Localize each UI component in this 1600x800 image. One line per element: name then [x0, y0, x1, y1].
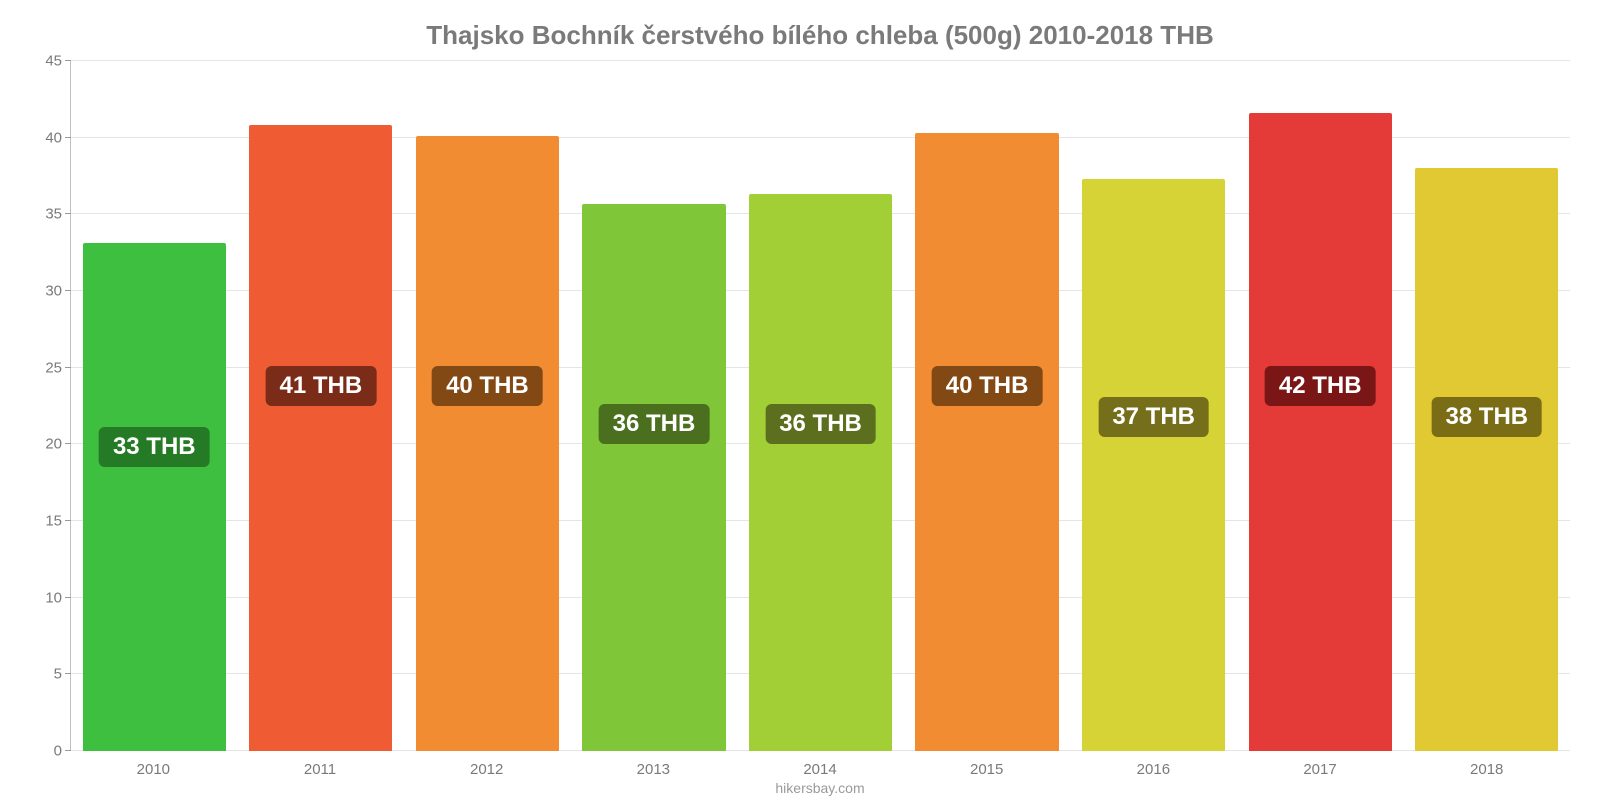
chart-title: Thajsko Bochník čerstvého bílého chleba … [70, 20, 1570, 51]
value-badge: 37 THB [1098, 397, 1209, 437]
y-axis-label: 10 [26, 589, 62, 606]
x-axis-label: 2014 [737, 761, 904, 778]
value-badge: 36 THB [765, 404, 876, 444]
x-axis-label: 2018 [1403, 761, 1570, 778]
y-axis-label: 45 [26, 53, 62, 70]
bar-slot: 40 THB [904, 61, 1071, 751]
bar [1249, 113, 1392, 751]
bar [1082, 179, 1225, 751]
bar-slot: 38 THB [1404, 61, 1571, 751]
chart-container: Thajsko Bochník čerstvého bílého chleba … [0, 0, 1600, 800]
y-axis-label: 20 [26, 436, 62, 453]
y-axis-label: 5 [26, 666, 62, 683]
bar [1415, 168, 1558, 751]
x-axis-label: 2011 [237, 761, 404, 778]
value-badge: 42 THB [1265, 366, 1376, 406]
x-axis-label: 2016 [1070, 761, 1237, 778]
value-badge: 41 THB [266, 366, 377, 406]
value-badge: 33 THB [99, 427, 210, 467]
y-axis-label: 35 [26, 206, 62, 223]
y-axis-label: 40 [26, 129, 62, 146]
bar-slot: 36 THB [571, 61, 738, 751]
value-badge: 36 THB [599, 404, 710, 444]
x-axis-labels: 201020112012201320142015201620172018 [70, 761, 1570, 778]
bar-slot: 33 THB [71, 61, 238, 751]
bar [416, 136, 559, 751]
value-badge: 40 THB [432, 366, 543, 406]
chart-footer: hikersbay.com [70, 780, 1570, 796]
y-axis-label: 0 [26, 743, 62, 760]
x-axis-label: 2013 [570, 761, 737, 778]
bars-layer: 33 THB 41 THB 40 THB 36 THB 36 THB 40 THB 37 T… [71, 61, 1570, 751]
value-badge: 38 THB [1431, 397, 1542, 437]
bar [249, 125, 392, 751]
bar [83, 243, 226, 751]
y-axis-label: 15 [26, 513, 62, 530]
y-axis-label: 30 [26, 283, 62, 300]
plot-area: 33 THB 41 THB 40 THB 36 THB 36 THB 40 THB 37 T… [70, 61, 1570, 751]
bar-slot: 41 THB [238, 61, 405, 751]
bar [749, 194, 892, 751]
x-axis-label: 2015 [903, 761, 1070, 778]
x-axis-label: 2017 [1237, 761, 1404, 778]
bar-slot: 40 THB [404, 61, 571, 751]
bar [582, 204, 725, 751]
y-axis-label: 25 [26, 359, 62, 376]
x-axis-label: 2012 [403, 761, 570, 778]
x-axis-label: 2010 [70, 761, 237, 778]
bar-slot: 37 THB [1070, 61, 1237, 751]
bar-slot: 36 THB [737, 61, 904, 751]
value-badge: 40 THB [932, 366, 1043, 406]
bar-slot: 42 THB [1237, 61, 1404, 751]
bar [915, 133, 1058, 751]
